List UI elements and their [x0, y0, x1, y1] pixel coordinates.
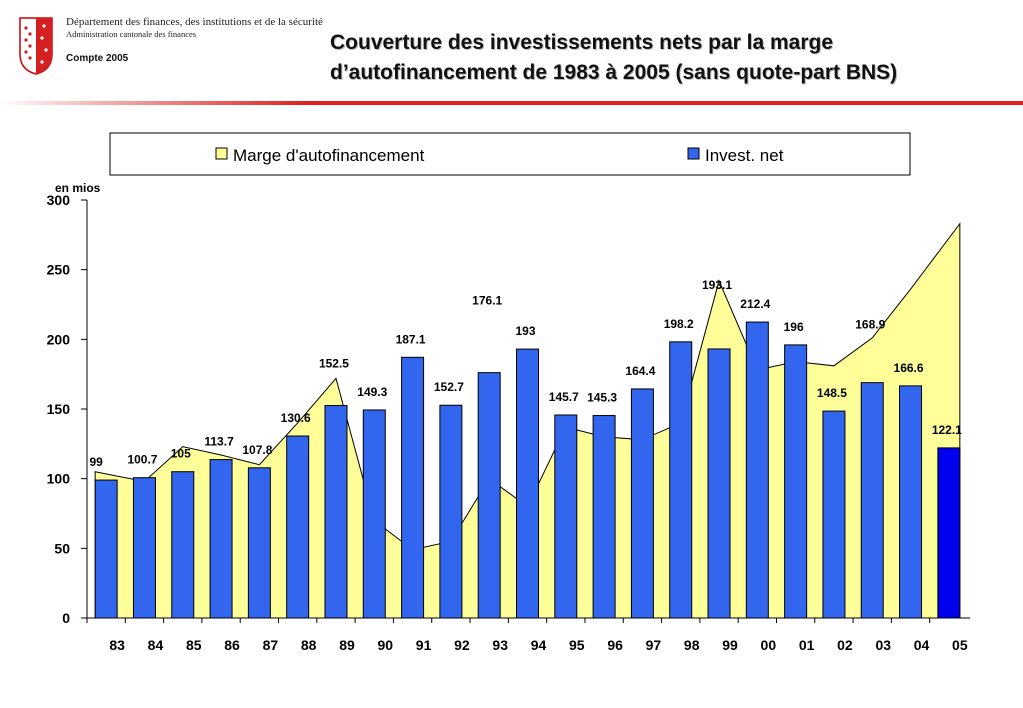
bar-invest-net-02: [822, 410, 846, 619]
report-label: Compte 2005: [66, 53, 129, 64]
x-tick-label-85: 85: [186, 637, 202, 653]
bar-invest-net-84: [132, 477, 156, 619]
x-tick-label-89: 89: [339, 637, 355, 653]
data-label-00: 212.4: [740, 297, 770, 311]
bar-invest-net-88: [286, 435, 310, 619]
bar-invest-net-98: [669, 341, 693, 619]
bar-invest-net-92: [439, 404, 463, 619]
title-line-2: d’autofinancement de 1983 à 2005 (sans q…: [330, 61, 898, 84]
x-tick-label-03: 03: [875, 637, 891, 653]
bar-invest-net-90: [362, 409, 386, 619]
x-tick-label-99: 99: [722, 637, 738, 653]
data-label-83: 99: [89, 455, 103, 469]
bar-invest-net-96: [592, 415, 616, 619]
data-label-01: 196: [784, 320, 804, 334]
x-tick-label-84: 84: [148, 637, 164, 653]
bar-invest-net-04: [899, 385, 923, 619]
y-tick-label-150: 150: [47, 401, 71, 417]
x-tick-label-83: 83: [109, 637, 125, 653]
department-line-2: Administration cantonale des finances: [66, 29, 197, 39]
y-axis-label: en mios: [55, 181, 101, 195]
x-tick-label-93: 93: [492, 637, 508, 653]
data-label-99: 193.1: [702, 278, 732, 292]
department-name: Département des finances, des institutio…: [66, 16, 323, 40]
legend-label-invest: Invest. net: [705, 146, 784, 165]
title-line-1: Couverture des investissements nets par …: [330, 31, 834, 54]
y-tick-label-0: 0: [62, 610, 70, 626]
data-label-95: 145.7: [549, 390, 579, 404]
legend-swatch-marge: [215, 147, 228, 160]
y-tick-label-300: 300: [47, 192, 71, 208]
x-tick-label-86: 86: [224, 637, 240, 653]
x-tick-label-02: 02: [837, 637, 853, 653]
header-divider: [0, 101, 1023, 105]
x-tick-label-88: 88: [301, 637, 317, 653]
y-tick-label-100: 100: [47, 471, 71, 487]
data-label-97: 164.4: [625, 364, 655, 378]
legend-label-marge: Marge d'autofinancement: [233, 146, 425, 165]
bar-invest-net-99: [707, 348, 731, 619]
bar-invest-net-94: [516, 348, 539, 619]
bar-invest-net-85: [171, 471, 195, 619]
data-label-92: 152.7: [434, 380, 464, 394]
x-tick-label-97: 97: [646, 637, 662, 653]
canton-logo-icon: [19, 17, 53, 75]
bar-invest-net-93: [477, 372, 501, 619]
data-label-85: 105: [171, 447, 191, 461]
x-tick-label-01: 01: [799, 637, 815, 653]
data-label-03: 168.9: [855, 318, 885, 332]
page-title: Couverture des investissements nets par …: [330, 28, 1020, 88]
bar-invest-net-05: [937, 447, 961, 619]
bar-invest-net-03: [860, 382, 884, 619]
department-line-1: Département des finances, des institutio…: [66, 16, 323, 28]
data-label-91: 187.1: [396, 332, 426, 346]
x-tick-label-00: 00: [761, 637, 777, 653]
x-tick-label-94: 94: [531, 637, 547, 653]
x-tick-label-91: 91: [416, 637, 432, 653]
x-tick-label-92: 92: [454, 637, 470, 653]
legend-swatch-invest: [687, 147, 700, 160]
bar-invest-net-83: [94, 479, 118, 619]
x-tick-label-05: 05: [952, 637, 968, 653]
data-label-96: 145.3: [587, 391, 617, 405]
x-tick-label-96: 96: [607, 637, 623, 653]
y-tick-label-50: 50: [54, 540, 70, 556]
area-marge-autofinancement: [94, 222, 961, 619]
bar-invest-net-01: [784, 344, 808, 619]
bar-invest-net-89: [324, 405, 348, 619]
x-tick-label-90: 90: [377, 637, 393, 653]
x-tick-label-87: 87: [263, 637, 279, 653]
x-tick-label-95: 95: [569, 637, 585, 653]
data-label-04: 166.6: [894, 361, 924, 375]
data-label-02: 148.5: [817, 386, 847, 400]
data-label-94: 193: [515, 324, 535, 338]
bar-invest-net-91: [401, 356, 425, 619]
data-label-84: 100.7: [127, 453, 157, 467]
bar-invest-net-86: [209, 459, 233, 619]
bar-invest-net-87: [247, 467, 271, 619]
data-label-86: 113.7: [204, 435, 234, 449]
y-tick-label-250: 250: [47, 262, 71, 278]
x-tick-label-04: 04: [914, 637, 930, 653]
data-label-05: 122.1: [932, 423, 962, 437]
data-label-87: 107.8: [242, 443, 272, 457]
data-label-93: 176.1: [472, 294, 502, 308]
y-tick-label-200: 200: [47, 331, 71, 347]
data-label-90: 149.3: [357, 385, 387, 399]
x-tick-label-98: 98: [684, 637, 700, 653]
bar-invest-net-97: [630, 388, 654, 619]
bar-invest-net-00: [745, 321, 769, 619]
legend: [109, 132, 911, 176]
bar-invest-net-95: [554, 414, 578, 619]
data-label-88: 130.6: [281, 411, 311, 425]
data-label-89: 152.5: [319, 357, 349, 371]
data-label-98: 198.2: [664, 317, 694, 331]
